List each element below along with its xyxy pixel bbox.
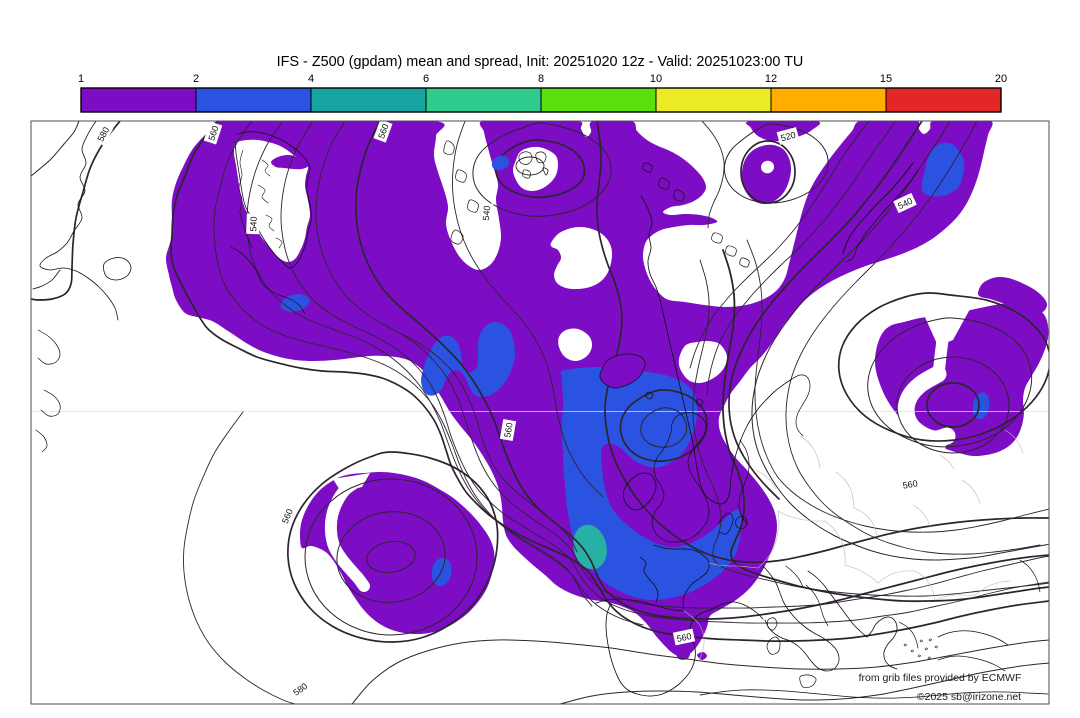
svg-text:10: 10 [650,73,662,85]
svg-text:4: 4 [308,73,314,85]
svg-text:20: 20 [995,73,1007,85]
svg-text:520: 520 [780,130,797,144]
svg-text:8: 8 [538,73,544,85]
svg-text:560: 560 [376,122,391,140]
svg-text:IFS - Z500 (gpdam) mean and sp: IFS - Z500 (gpdam) mean and spread, Init… [277,54,804,70]
svg-text:2: 2 [193,73,199,85]
svg-text:560: 560 [676,631,693,644]
svg-text:540: 540 [481,205,492,221]
svg-text:©2025 sb@irizone.net: ©2025 sb@irizone.net [917,691,1021,703]
svg-text:560: 560 [502,422,514,439]
svg-text:6: 6 [423,73,429,85]
svg-text:540: 540 [248,216,259,231]
svg-text:560: 560 [902,478,919,490]
svg-text:15: 15 [880,73,892,85]
svg-text:from grib files provided by EC: from grib files provided by ECMWF [859,672,1022,684]
svg-text:1: 1 [78,73,84,85]
svg-text:560: 560 [206,124,220,141]
svg-text:12: 12 [765,73,777,85]
